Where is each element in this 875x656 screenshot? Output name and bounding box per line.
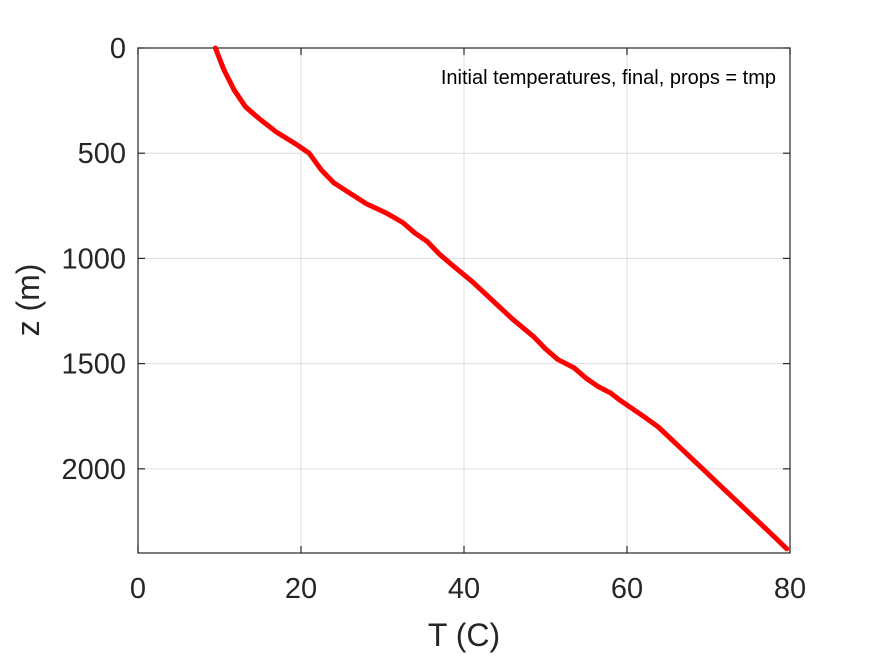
y-tick-label: 1000: [61, 243, 126, 275]
x-tick-label: 0: [130, 573, 146, 605]
x-tick-label: 60: [611, 573, 643, 605]
series-line-0: [212, 45, 790, 552]
y-axis-label: z (m): [10, 264, 46, 337]
x-tick-label: 40: [448, 573, 480, 605]
y-tick-labels: 0 500 1000 1500 2000: [61, 33, 126, 486]
y-tick-label: 2000: [61, 454, 126, 486]
x-tick-label: 20: [285, 573, 317, 605]
y-tick-label: 0: [110, 33, 126, 65]
series-group: [212, 45, 790, 552]
x-axis-label: T (C): [428, 617, 500, 653]
tick-marks: [137, 47, 791, 553]
chart-annotation: Initial temperatures, final, props = tmp: [441, 67, 776, 89]
grid-lines: [138, 48, 790, 553]
y-tick-label: 1500: [61, 349, 126, 381]
x-tick-label: 80: [774, 573, 806, 605]
x-tick-labels: 0 20 40 60 80: [130, 573, 806, 605]
y-tick-label: 500: [78, 138, 126, 170]
